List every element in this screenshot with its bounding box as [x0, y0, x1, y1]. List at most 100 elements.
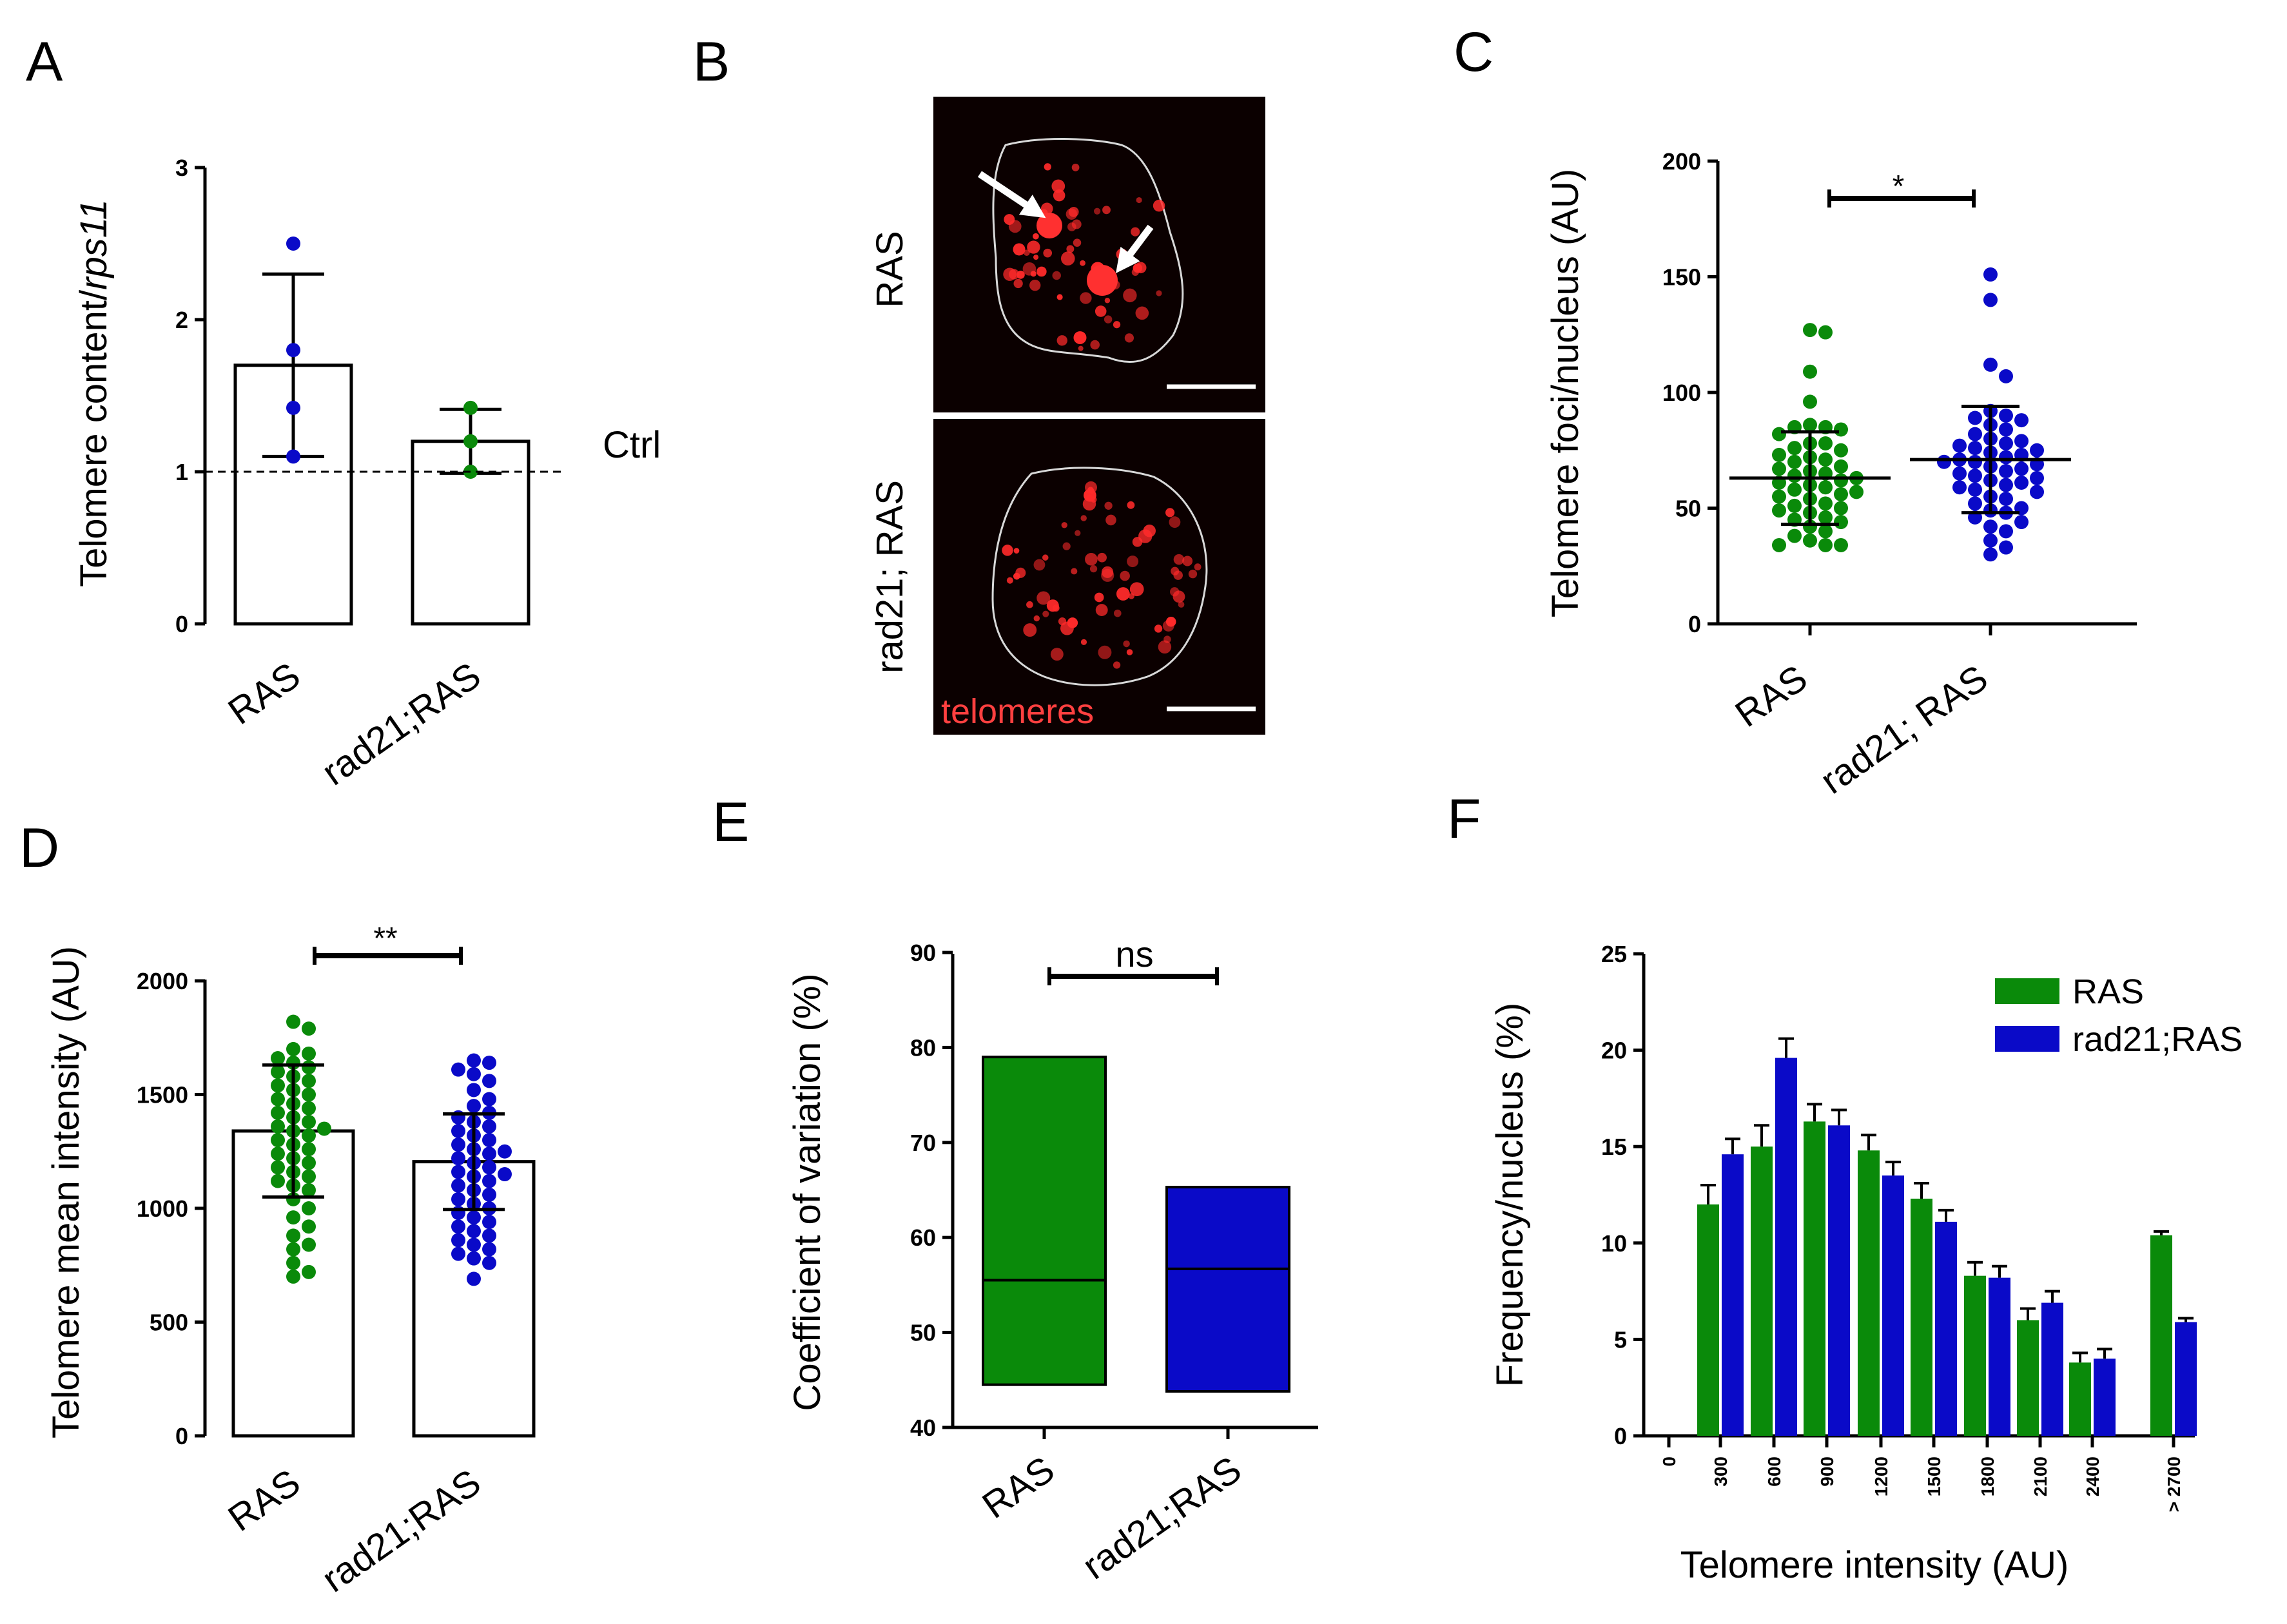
panel-f-bar-ras	[2150, 1235, 2172, 1436]
telomere-focus	[1158, 640, 1172, 654]
telomere-focus	[1080, 639, 1087, 645]
telomere-focus	[1123, 288, 1137, 303]
panel-c-point	[1787, 498, 1802, 513]
panel-d-point	[482, 1092, 496, 1107]
telomere-focus	[1153, 199, 1165, 212]
telomere-focus	[1135, 306, 1149, 320]
panel-c-point	[1772, 461, 1786, 476]
panel-d-point	[467, 1083, 481, 1097]
panel-c-point	[1999, 524, 2013, 539]
panel-c-point	[1968, 454, 1982, 469]
telomere-focus	[1113, 661, 1121, 669]
telomere-focus	[1066, 208, 1078, 220]
telomere-focus	[1060, 251, 1075, 266]
telomere-focus	[1182, 556, 1193, 566]
panel-c-point	[1968, 411, 1982, 425]
panel-d-point	[286, 1210, 300, 1225]
panel-c-point	[1772, 503, 1786, 518]
panel-d-y-tick-label: 1000	[137, 1195, 188, 1222]
panel-c-plot	[1729, 189, 2071, 635]
panel-c-point	[2014, 413, 2029, 428]
panel-c-point	[1787, 469, 1802, 483]
panel-c-point	[1968, 496, 1982, 511]
panel-c-point	[1803, 323, 1817, 338]
panel-d-y-ticks: 0 500 1000 1500 2000	[137, 968, 205, 1449]
panel-f-x-label: Telomere intensity (AU)	[1680, 1544, 2069, 1586]
telomere-focus	[1131, 227, 1140, 237]
panel-d-point	[302, 1169, 316, 1184]
telomere-focus	[1178, 601, 1185, 608]
panel-f: F 0 5 10 15 20 25 0 300 600 900 1200 1500 1800 2100 2…	[1447, 788, 2243, 1586]
panel-e-y-ticks: 40 50 60 70 80 90	[910, 940, 953, 1441]
panel-c-category-rad21-ras: rad21; RAS	[1813, 657, 1996, 802]
panel-d-point	[451, 1219, 465, 1234]
panel-f-y-tick-label: 25	[1601, 941, 1627, 967]
panel-c-point	[1787, 482, 1802, 497]
telomere-focus	[1085, 552, 1098, 566]
panel-c-point	[1999, 492, 2013, 507]
panel-c: C 0 50 100 150 200 Telomere foci/nucleus (AU…	[1454, 21, 2137, 802]
telomere-cluster	[1087, 265, 1118, 296]
panel-f-x-ticks: 0 300 600 900 1200 1500 1800 2100 2400 > 2700	[1659, 1436, 2184, 1512]
telomere-focus	[1165, 508, 1175, 517]
panel-f-bar-ras	[1964, 1275, 1986, 1436]
panel-d-point	[498, 1144, 512, 1159]
telomere-focus	[1080, 292, 1092, 304]
panel-c-point	[1818, 480, 1833, 495]
panel-d-point	[467, 1237, 481, 1252]
telomere-focus	[1095, 305, 1107, 317]
panel-e-label: E	[712, 791, 749, 853]
telomere-focus	[1156, 290, 1162, 296]
telomere-focus	[1033, 255, 1039, 260]
telomere-focus	[1003, 267, 1017, 281]
panel-d-point	[271, 1174, 285, 1188]
telomere-focus	[1104, 315, 1113, 324]
panel-a-point	[286, 343, 300, 358]
telomere-focus	[1023, 623, 1037, 637]
panel-d-point	[302, 1046, 316, 1061]
panel-c-label: C	[1454, 21, 1494, 83]
panel-a-category-ras: RAS	[220, 654, 307, 733]
telomere-focus	[1029, 279, 1041, 291]
telomere-focus	[1066, 245, 1075, 253]
telomere-focus	[1056, 294, 1063, 300]
panel-c-point	[1803, 418, 1817, 432]
panel-a-ctrl-label: Ctrl	[603, 424, 661, 466]
legend-label-rad21-ras: rad21;RAS	[2072, 1020, 2243, 1059]
panel-c-point	[1818, 436, 1833, 450]
panel-a-point	[463, 434, 478, 449]
panel-f-bar-rad21-ras	[1882, 1175, 1904, 1436]
panel-c-point	[1787, 528, 1802, 543]
panel-f-x-tick-label: 900	[1817, 1456, 1837, 1487]
nucleus-outline-ras	[992, 138, 1184, 363]
panel-d-point	[286, 1228, 300, 1243]
panel-d-point	[467, 1251, 481, 1266]
panel-c-point	[1818, 510, 1833, 525]
panel-d-point	[467, 1224, 481, 1239]
panel-d-point	[271, 1119, 285, 1134]
telomere-focus	[1124, 333, 1134, 343]
panel-d: D 0 500 1000 1500 2000 Telomere mean intensi…	[19, 817, 536, 1600]
panel-f-label: F	[1447, 788, 1481, 850]
panel-d-point	[302, 1114, 316, 1129]
telomere-focus	[1116, 587, 1130, 601]
panel-c-category-ras: RAS	[1727, 657, 1815, 735]
panel-c-point	[2030, 443, 2044, 458]
panel-f-y-tick-label: 5	[1614, 1326, 1627, 1353]
panel-a-label: A	[26, 31, 63, 93]
panel-c-point	[1999, 408, 2013, 423]
telomere-focus	[1052, 271, 1061, 280]
panel-c-y-tick-label: 200	[1662, 148, 1701, 175]
telomere-foci-rad21-ras	[1002, 481, 1202, 669]
panel-f-y-ticks: 0 5 10 15 20 25	[1601, 941, 1644, 1449]
panel-d-y-tick-label: 0	[175, 1423, 188, 1449]
panel-f-x-tick-label: 1200	[1871, 1456, 1891, 1496]
panel-e-y-tick-label: 60	[910, 1224, 936, 1251]
panel-c-point	[1952, 466, 1967, 481]
panel-c-point	[1772, 489, 1786, 504]
telomere-focus	[1051, 179, 1066, 193]
telomere-focus	[1071, 163, 1080, 171]
micrograph-rad21-ras	[933, 419, 1265, 735]
arrow-icon	[977, 171, 1046, 218]
